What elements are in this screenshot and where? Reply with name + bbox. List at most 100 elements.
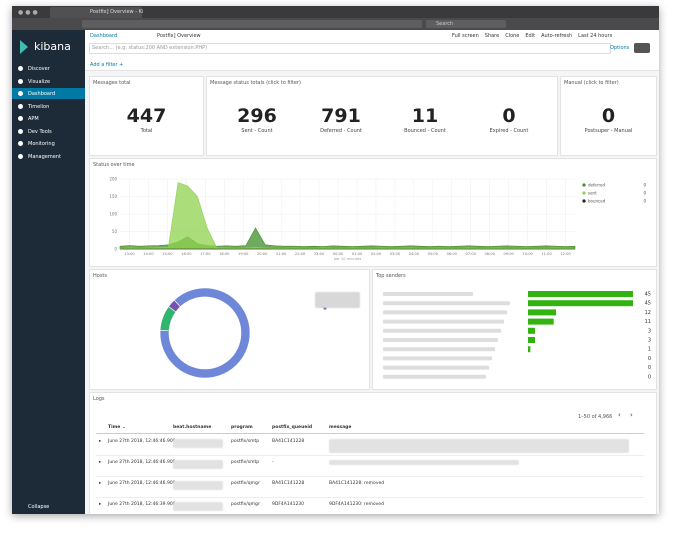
panel-title: Message status totals (click to filter) — [210, 80, 301, 86]
bar — [528, 318, 554, 325]
nav-item[interactable]: APM — [28, 116, 39, 122]
nav-item[interactable]: Monitoring — [28, 141, 55, 147]
bar — [528, 337, 535, 343]
log-program: postfix/qmgr — [231, 481, 260, 486]
blurred-legend — [315, 292, 360, 308]
x-tick-label: 16:00 — [181, 252, 192, 256]
browser-search[interactable] — [426, 20, 506, 28]
log-time: June 27th 2018, 12:46:46.909 — [108, 481, 176, 486]
sender-name-blur — [383, 374, 486, 379]
metric-value[interactable]: 296 — [237, 105, 277, 127]
search-button[interactable] — [634, 43, 650, 53]
metric-value[interactable]: 0 — [601, 105, 616, 127]
action[interactable]: Full screen — [452, 33, 479, 39]
query-bar[interactable] — [89, 43, 611, 54]
dashboard-title: Postfix] Overview — [157, 33, 201, 39]
x-tick-label: 14:00 — [143, 252, 154, 256]
nav-icon — [18, 116, 23, 121]
x-tick-label: 17:00 — [200, 252, 211, 256]
nav-item[interactable]: Dev Tools — [28, 128, 52, 135]
value-label: 3 — [648, 338, 651, 344]
bar — [528, 309, 556, 316]
metric-value[interactable]: 11 — [411, 105, 439, 127]
log-queueid: - — [272, 460, 274, 465]
tab[interactable] — [50, 7, 142, 18]
status-totals-panel: Message status totals (click to filter) … — [206, 76, 558, 156]
sender-name-blur — [383, 319, 504, 324]
nav-icon — [18, 78, 23, 84]
metric-label: Expired - Count — [489, 128, 529, 134]
action[interactable]: Last 24 hours — [578, 33, 613, 39]
legend-dot — [582, 191, 586, 195]
column-header: message — [329, 425, 352, 430]
expand-toggle[interactable]: ▸ — [99, 481, 102, 486]
metric-value[interactable]: 0 — [502, 105, 516, 127]
panel-title: Manual (click to filter) — [564, 80, 619, 86]
expand-toggle[interactable]: ▸ — [99, 439, 102, 444]
action[interactable]: Clone — [505, 33, 520, 39]
log-queueid: BA41C141228 — [272, 439, 305, 444]
breadcrumb[interactable]: Dashboard — [90, 33, 118, 39]
nav-item[interactable]: Dashboard — [28, 91, 56, 97]
column-header: postfix_queueid — [272, 425, 313, 430]
legend-value: 0 — [643, 191, 646, 196]
column-header[interactable]: Time ⌄ — [108, 425, 126, 430]
messages-total-panel: Messages total 447 Total — [89, 76, 204, 156]
action[interactable]: Share — [484, 33, 500, 39]
blurred-host — [173, 460, 223, 469]
browser-search-text: Search — [436, 21, 454, 27]
brand-logo — [20, 40, 28, 54]
action[interactable]: Edit — [525, 33, 536, 39]
x-tick-label: 15:00 — [162, 252, 173, 256]
url-bar[interactable] — [82, 20, 422, 28]
status-over-time-panel: Status over time 0 50 100 150 200 13:00 14:00 1… — [89, 158, 657, 267]
query-placeholder: Search... (e.g. status:200 AND extension… — [92, 45, 208, 51]
x-tick-label: 12:00 — [560, 252, 571, 256]
nav-item[interactable]: Management — [28, 153, 61, 160]
collapse[interactable]: Collapse — [28, 504, 50, 510]
nav-icon — [18, 91, 23, 96]
metric-label: Sent - Count — [241, 128, 273, 134]
action[interactable]: Auto-refresh — [541, 33, 573, 39]
value-label: 45 — [645, 301, 651, 307]
tab-bar — [12, 6, 659, 18]
nav-icon — [18, 103, 23, 109]
options[interactable]: Options — [610, 45, 630, 51]
log-time: June 27th 2018, 12:46:46.909 — [108, 439, 176, 444]
actions: Full screen Share Clone Edit Auto-refresh Las… — [452, 33, 618, 39]
expand-toggle[interactable]: ▸ — [99, 460, 102, 465]
log-time: June 27th 2018, 12:46:46.909 — [108, 460, 176, 465]
nav-item[interactable]: Discover — [28, 66, 50, 72]
nav-item[interactable]: Visualize — [28, 78, 51, 85]
x-tick-label: 19:00 — [238, 252, 249, 256]
value-label: 3 — [648, 328, 651, 334]
sender-name-blur — [383, 347, 495, 352]
prev-page[interactable]: ‹ — [618, 411, 621, 419]
legend-value: 0 — [643, 199, 646, 204]
value-label: 11 — [645, 319, 651, 325]
metric-value[interactable]: 791 — [321, 105, 361, 127]
header-rule — [96, 433, 644, 434]
x-tick-label: 22:00 — [295, 252, 306, 256]
expand-toggle[interactable]: ▸ — [99, 502, 102, 507]
bar — [528, 327, 535, 334]
legend-dot — [582, 183, 586, 187]
column-header: beat.hostname — [173, 425, 212, 430]
metric-label: Deferred - Count — [320, 128, 362, 134]
blurred-message — [329, 439, 629, 453]
y-tick-label: 0 — [114, 247, 117, 252]
hosts-chart — [159, 287, 327, 379]
x-tick-label: 13:00 — [124, 252, 135, 256]
pie-slice — [159, 287, 251, 379]
sender-name-blur — [383, 356, 492, 361]
x-tick-label: 20:00 — [257, 252, 268, 256]
nav-item[interactable]: Timelion — [28, 103, 50, 110]
y-tick-label: 150 — [109, 194, 117, 199]
row-rule — [96, 497, 644, 498]
y-tick-label: 50 — [112, 229, 118, 234]
area — [119, 182, 576, 250]
log-queueid: BA41C141228 — [272, 481, 305, 486]
next-page[interactable]: › — [630, 411, 633, 419]
add-filter[interactable]: Add a filter + — [90, 62, 124, 68]
